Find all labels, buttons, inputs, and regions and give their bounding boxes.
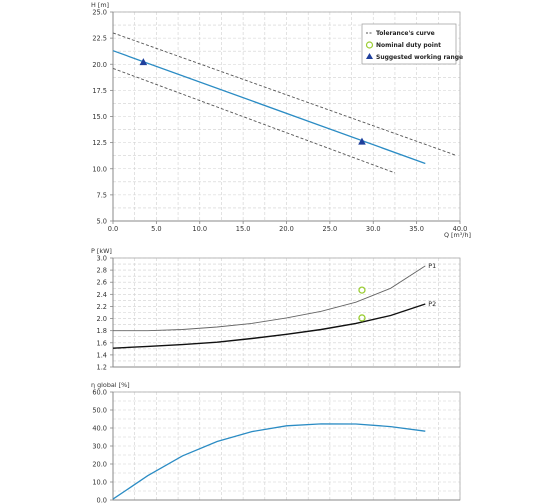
series-label: P2	[428, 300, 436, 308]
x-tick-label: 15.0	[236, 225, 251, 233]
y-tick-label: 1.8	[97, 327, 108, 335]
head-curve	[112, 50, 426, 165]
y-tick-label: 50.0	[92, 407, 107, 415]
x-tick-label: 40.0	[453, 225, 468, 233]
legend: Tolerance's curve Nominal duty point Sugge…	[361, 23, 463, 65]
x-tick-label: 30.0	[366, 225, 381, 233]
y-tick-label: 0.0	[97, 497, 108, 504]
y-tick-label: 12.5	[92, 139, 107, 147]
y-tick-label: 10.0	[92, 165, 107, 173]
head-flow-chart: 5.07.510.012.515.017.520.022.525.0H [m]0…	[91, 1, 471, 239]
y-tick-label: 30.0	[92, 443, 107, 451]
legend-label: Nominal duty point	[376, 42, 441, 49]
y-tick-label: 40.0	[92, 425, 107, 433]
y-tick-label: 2.6	[97, 279, 108, 287]
series-label: P1	[428, 262, 436, 270]
duty-point-marker	[358, 314, 366, 322]
tolerance-curve	[112, 32, 456, 156]
y-axis-label: η global [%]	[91, 381, 130, 389]
working-range-marker	[358, 137, 366, 145]
y-tick-label: 25.0	[92, 9, 107, 17]
legend-box	[361, 23, 457, 65]
y-tick-label: 15.0	[92, 113, 107, 121]
y-tick-label: 5.0	[97, 218, 108, 226]
legend-working-range-swatch	[366, 53, 373, 59]
y-tick-label: 1.2	[97, 364, 108, 372]
x-tick-label: 25.0	[323, 225, 338, 233]
y-tick-label: 3.0	[97, 255, 108, 263]
y-axis-label: H [m]	[91, 1, 109, 9]
y-tick-label: 2.8	[97, 267, 108, 275]
x-axis-label: Q [m³/h]	[444, 231, 471, 239]
y-axis-label: P [kW]	[91, 247, 112, 255]
legend-label: Tolerance's curve	[376, 30, 435, 37]
power-chart: 1.2 1.4 1.6 1.8 2.0 2.2 2.4 2.6 2.8 3.0P [kW] P1 P2	[91, 247, 461, 372]
y-tick-label: 20.0	[92, 461, 107, 469]
duty-point-marker	[358, 286, 366, 294]
y-tick-label: 1.6	[97, 339, 108, 347]
y-tick-label: 20.0	[92, 61, 107, 69]
y-tick-label: 10.0	[92, 479, 107, 487]
legend-duty-point-swatch	[365, 41, 374, 49]
power-curve-p2	[112, 303, 426, 349]
tolerance-curve	[112, 67, 396, 174]
efficiency-curve	[112, 423, 426, 500]
working-range-marker	[139, 58, 148, 66]
y-tick-label: 60.0	[92, 389, 107, 397]
x-tick-label: 0.0	[108, 225, 119, 233]
y-tick-label: 2.2	[97, 303, 108, 311]
legend-label: Suggested working range	[376, 54, 463, 61]
y-tick-label: 2.4	[97, 291, 108, 299]
x-tick-label: 5.0	[151, 225, 162, 233]
y-tick-label: 7.5	[97, 191, 108, 199]
x-tick-label: 20.0	[279, 225, 294, 233]
y-tick-label: 1.4	[97, 351, 108, 359]
x-tick-label: 10.0	[192, 225, 207, 233]
y-tick-label: 17.5	[92, 87, 107, 95]
x-tick-label: 35.0	[409, 225, 424, 233]
power-curve-p1	[113, 265, 426, 332]
efficiency-chart: 0.0 10.0 20.0 30.0 40.0 50.0 60.0η global [%]	[91, 381, 461, 504]
y-tick-label: 2.0	[97, 315, 108, 323]
y-tick-label: 22.5	[92, 35, 107, 43]
